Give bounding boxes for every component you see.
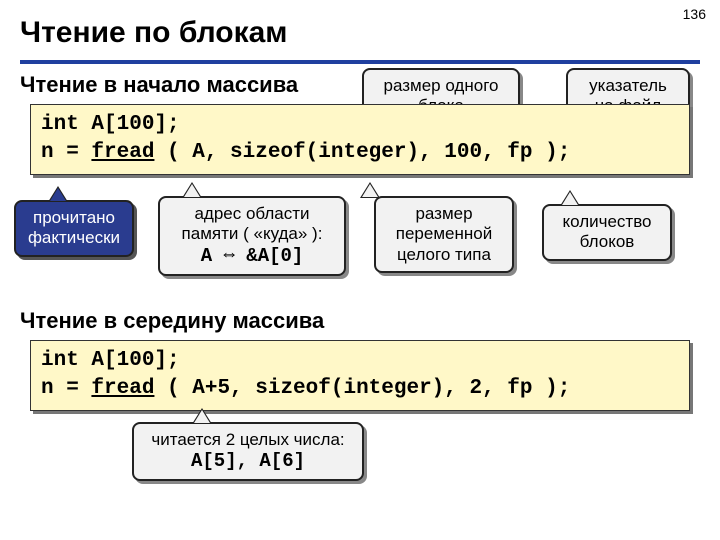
tail-block-count xyxy=(560,190,580,206)
subtitle-2: Чтение в середину массива xyxy=(20,308,324,334)
callout-read-two-ints: читается 2 целых числа: A[5], A[6] xyxy=(132,422,364,481)
code1-line2: n = fread ( A, sizeof(integer), 100, fp … xyxy=(41,139,679,167)
code2-line1: int A[100]; xyxy=(41,347,679,375)
tail-read-two-ints xyxy=(192,408,212,424)
callout-block-count: количество блоков xyxy=(542,204,672,261)
code2-line2: n = fread ( A+5, sizeof(integer), 2, fp … xyxy=(41,375,679,403)
callout-read-actual: прочитано фактически xyxy=(14,200,134,257)
callout-var-size: размер переменной целого типа xyxy=(374,196,514,273)
callout-address-l2: памяти ( «куда» ): xyxy=(170,224,334,244)
tail-var-size xyxy=(360,182,380,198)
callout-address-l3: A ⇔ &A[0] xyxy=(170,245,334,268)
code-block-1: int A[100]; n = fread ( A, sizeof(intege… xyxy=(30,104,690,175)
callout-read2-l2: A[5], A[6] xyxy=(144,450,352,473)
code-block-2: int A[100]; n = fread ( A+5, sizeof(inte… xyxy=(30,340,690,411)
page-number: 136 xyxy=(683,6,706,22)
title-rule xyxy=(20,60,700,64)
page-title: Чтение по блокам xyxy=(20,16,287,50)
callout-address: адрес области памяти ( «куда» ): A ⇔ &A[… xyxy=(158,196,346,276)
callout-address-l1: адрес области xyxy=(170,204,334,224)
subtitle-1: Чтение в начало массива xyxy=(20,72,298,98)
callout-read2-l1: читается 2 целых числа: xyxy=(144,430,352,450)
tail-address xyxy=(182,182,202,198)
tail-read-actual xyxy=(48,186,68,202)
code1-line1: int A[100]; xyxy=(41,111,679,139)
